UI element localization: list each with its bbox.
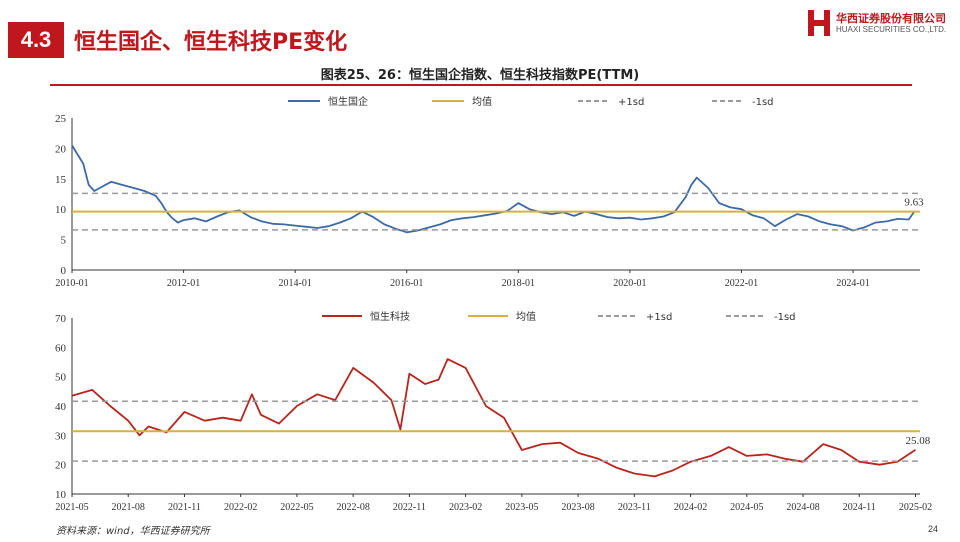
x-tick-label: 2022-01: [725, 278, 758, 289]
x-tick-label: 2024-11: [843, 502, 876, 513]
chart-1: 0 5 10 15 20 25 2010-01 2012-01 2014-01 2016-01 20…: [55, 95, 924, 289]
y-tick-label: 15: [55, 174, 67, 186]
x-tick-label: 2010-01: [55, 278, 88, 289]
y-tick-label: 60: [55, 342, 67, 354]
company-name-cn: 华西证券股份有限公司: [836, 12, 946, 25]
legend-label: -1sd: [752, 97, 774, 108]
y-tick-label: 20: [55, 460, 67, 472]
company-logo: 华西证券股份有限公司 HUAXI SECURITIES CO.,LTD.: [808, 8, 958, 38]
title-divider: [50, 84, 912, 86]
page-number: 24: [928, 524, 939, 534]
last-value-label: 25.08: [906, 435, 931, 447]
page-title: 恒生国企、恒生科技PE变化: [74, 30, 348, 55]
x-tick-label: 2022-05: [280, 502, 313, 513]
x-tick-label: 2012-01: [167, 278, 200, 289]
y-tick-label: 40: [55, 401, 67, 413]
source-note: 资料来源：wind，华西证券研究所: [56, 526, 210, 537]
legend-label: 均值: [472, 95, 492, 108]
x-tick-label: 2022-11: [393, 502, 426, 513]
y-tick-label: 20: [55, 143, 67, 155]
x-tick-label: 2021-11: [168, 502, 201, 513]
x-tick-label: 2023-02: [449, 502, 482, 513]
x-tick-label: 2018-01: [502, 278, 535, 289]
x-tick-label: 2023-08: [561, 502, 594, 513]
x-tick-label: 2024-02: [674, 502, 707, 513]
x-tick-label: 2023-05: [505, 502, 538, 513]
x-tick-label: 2023-11: [618, 502, 651, 513]
y-tick-label: 10: [55, 489, 67, 501]
x-tick-label: 2016-01: [390, 278, 423, 289]
series-line: [71, 358, 916, 478]
legend-label: 恒生科技: [370, 310, 410, 323]
chart-2: 10 20 30 40 50 60 70 2021-05 2021-08 2021-11 2022-…: [55, 310, 932, 513]
x-tick-label: 2024-01: [836, 278, 869, 289]
series-line: [71, 144, 916, 234]
section-number-badge: 4.3: [8, 22, 64, 58]
x-tick-label: 2022-08: [336, 502, 369, 513]
legend-label: 恒生国企: [328, 95, 368, 108]
x-tick-label: 2021-08: [112, 502, 145, 513]
huaxi-logo-icon: [808, 10, 830, 36]
figure-title: 图表25、26：恒生国企指数、恒生科技指数PE(TTM): [320, 68, 640, 83]
y-tick-label: 30: [55, 430, 67, 442]
last-value-label: 9.63: [904, 196, 924, 208]
x-tick-label: 2021-05: [55, 502, 88, 513]
y-tick-label: 25: [55, 113, 67, 125]
company-name-en: HUAXI SECURITIES CO.,LTD.: [836, 25, 947, 34]
legend-label: +1sd: [618, 97, 644, 108]
y-tick-label: 10: [55, 204, 67, 216]
y-tick-label: 50: [55, 372, 67, 384]
x-tick-label: 2024-08: [786, 502, 819, 513]
x-tick-label: 2014-01: [278, 278, 311, 289]
x-tick-label: 2025-02: [899, 502, 932, 513]
legend-label: -1sd: [774, 312, 796, 323]
legend-label: 均值: [516, 310, 536, 323]
y-tick-label: 5: [61, 235, 67, 247]
legend-label: +1sd: [646, 312, 672, 323]
y-tick-label: 70: [55, 313, 67, 325]
x-tick-label: 2020-01: [613, 278, 646, 289]
y-tick-label: 0: [61, 265, 67, 277]
x-tick-label: 2024-05: [730, 502, 763, 513]
x-tick-label: 2022-02: [224, 502, 257, 513]
